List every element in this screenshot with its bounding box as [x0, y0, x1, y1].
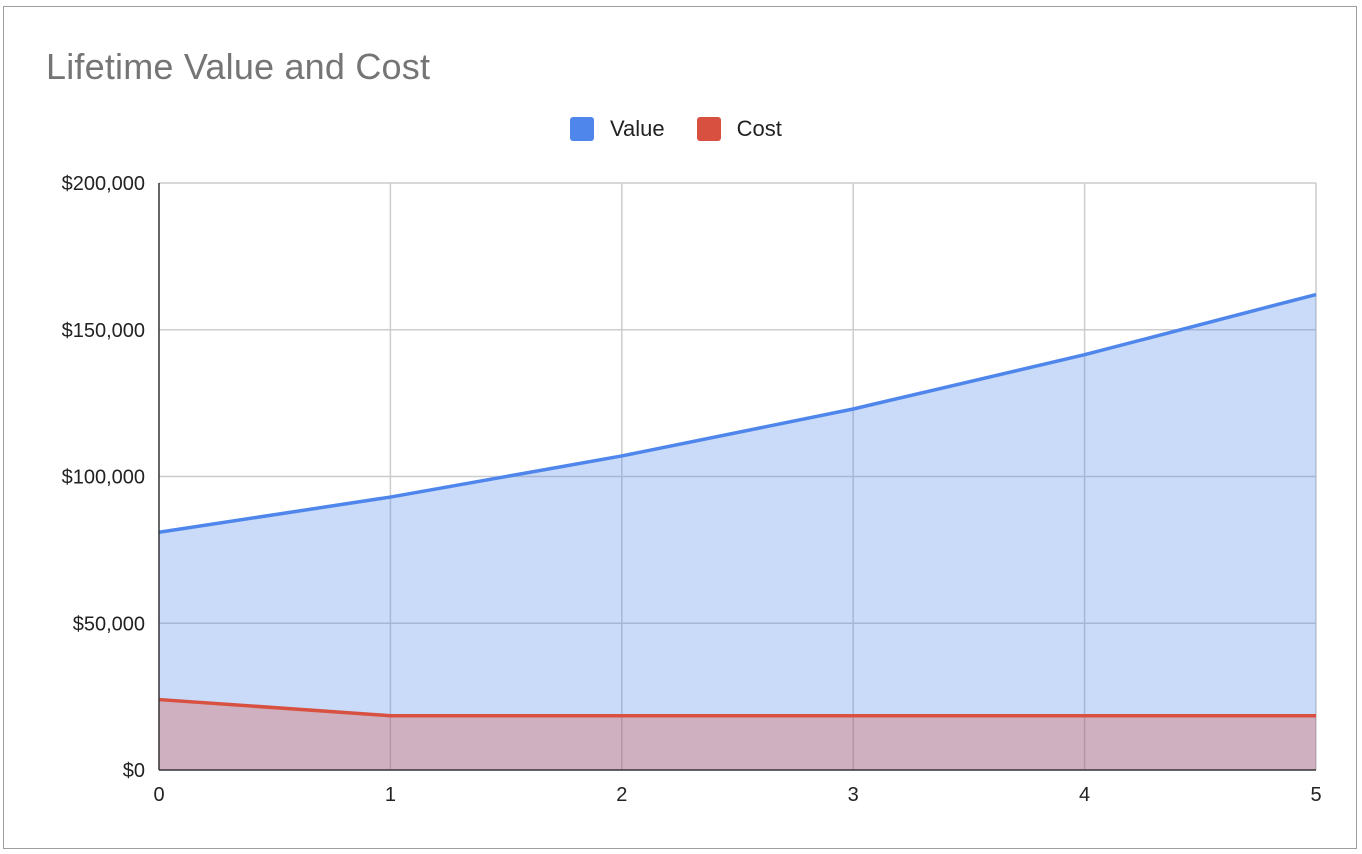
- y-tick-label: $150,000: [62, 320, 145, 342]
- y-tick-label: $200,000: [62, 173, 145, 195]
- chart-legend: Value Cost: [570, 116, 814, 142]
- legend-label-value: Value: [610, 116, 665, 141]
- chart-container[interactable]: [3, 6, 1357, 849]
- y-tick-label: $50,000: [73, 613, 145, 635]
- y-tick-label: $100,000: [62, 467, 145, 489]
- legend-label-cost: Cost: [736, 116, 782, 141]
- legend-swatch-cost: [696, 117, 721, 141]
- x-tick-label: 1: [385, 784, 396, 806]
- series-line-value: [158, 292, 1317, 534]
- series-line-cost: [158, 697, 1316, 718]
- legend-swatch-value: [570, 117, 594, 141]
- x-tick-label: 3: [848, 784, 859, 806]
- chart-title: Lifetime Value and Cost: [46, 46, 431, 87]
- x-tick-label: 0: [153, 784, 164, 806]
- x-tick-label: 2: [616, 784, 627, 806]
- area-fill-value: [159, 294, 1316, 770]
- x-tick-label: 5: [1310, 784, 1321, 806]
- legend-item-cost[interactable]: Cost: [696, 116, 782, 142]
- x-tick-label: 4: [1079, 784, 1090, 806]
- y-tick-label: $0: [123, 760, 145, 782]
- legend-item-value[interactable]: Value: [570, 116, 665, 142]
